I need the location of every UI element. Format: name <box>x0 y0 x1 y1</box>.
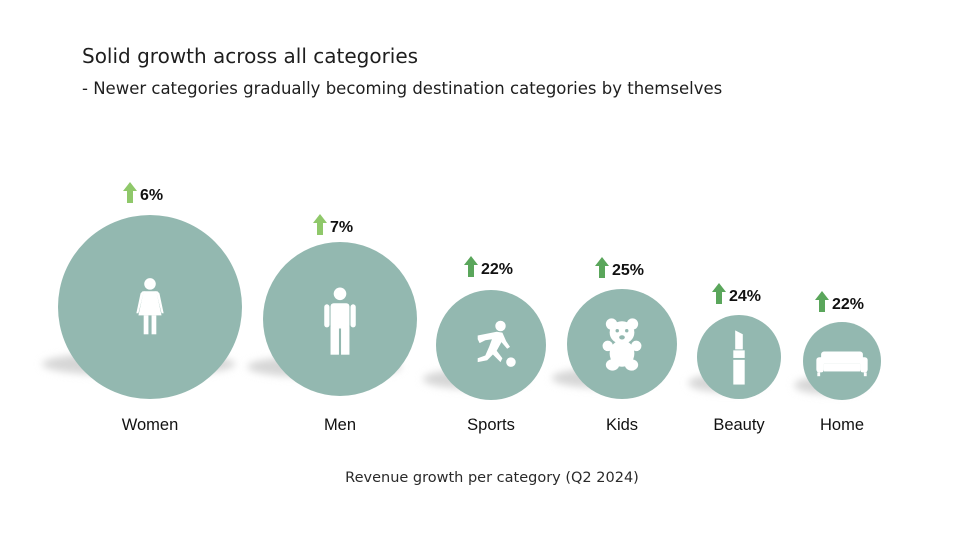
woman-icon <box>136 278 164 335</box>
category-label: Women <box>122 416 179 434</box>
category-label: Beauty <box>713 416 765 434</box>
chart-subtitle: - Newer categories gradually becoming de… <box>82 79 723 98</box>
category-label: Home <box>820 416 864 434</box>
category-label: Kids <box>606 416 638 434</box>
growth-value-label: 25% <box>612 262 644 279</box>
teddy-bear-icon <box>602 318 642 371</box>
growth-arrow-icon <box>313 214 327 235</box>
man-icon <box>324 287 356 355</box>
category-label: Sports <box>467 416 515 434</box>
growth-value-label: 6% <box>140 187 163 204</box>
growth-value-label: 24% <box>729 288 761 305</box>
growth-arrow-icon <box>464 256 478 277</box>
growth-arrow-icon <box>712 283 726 304</box>
chart-caption: Revenue growth per category (Q2 2024) <box>345 470 639 486</box>
growth-arrow-icon <box>123 182 137 203</box>
growth-value-label: 22% <box>481 261 513 278</box>
sofa-icon <box>816 351 868 377</box>
growth-value-label: 22% <box>832 296 864 313</box>
chart-title: Solid growth across all categories <box>82 44 419 68</box>
growth-value-label: 7% <box>330 219 353 236</box>
lipstick-icon <box>733 330 745 385</box>
growth-arrow-icon <box>595 257 609 278</box>
growth-arrow-icon <box>815 291 829 312</box>
sports-icon <box>477 320 516 367</box>
category-label: Men <box>324 416 356 434</box>
